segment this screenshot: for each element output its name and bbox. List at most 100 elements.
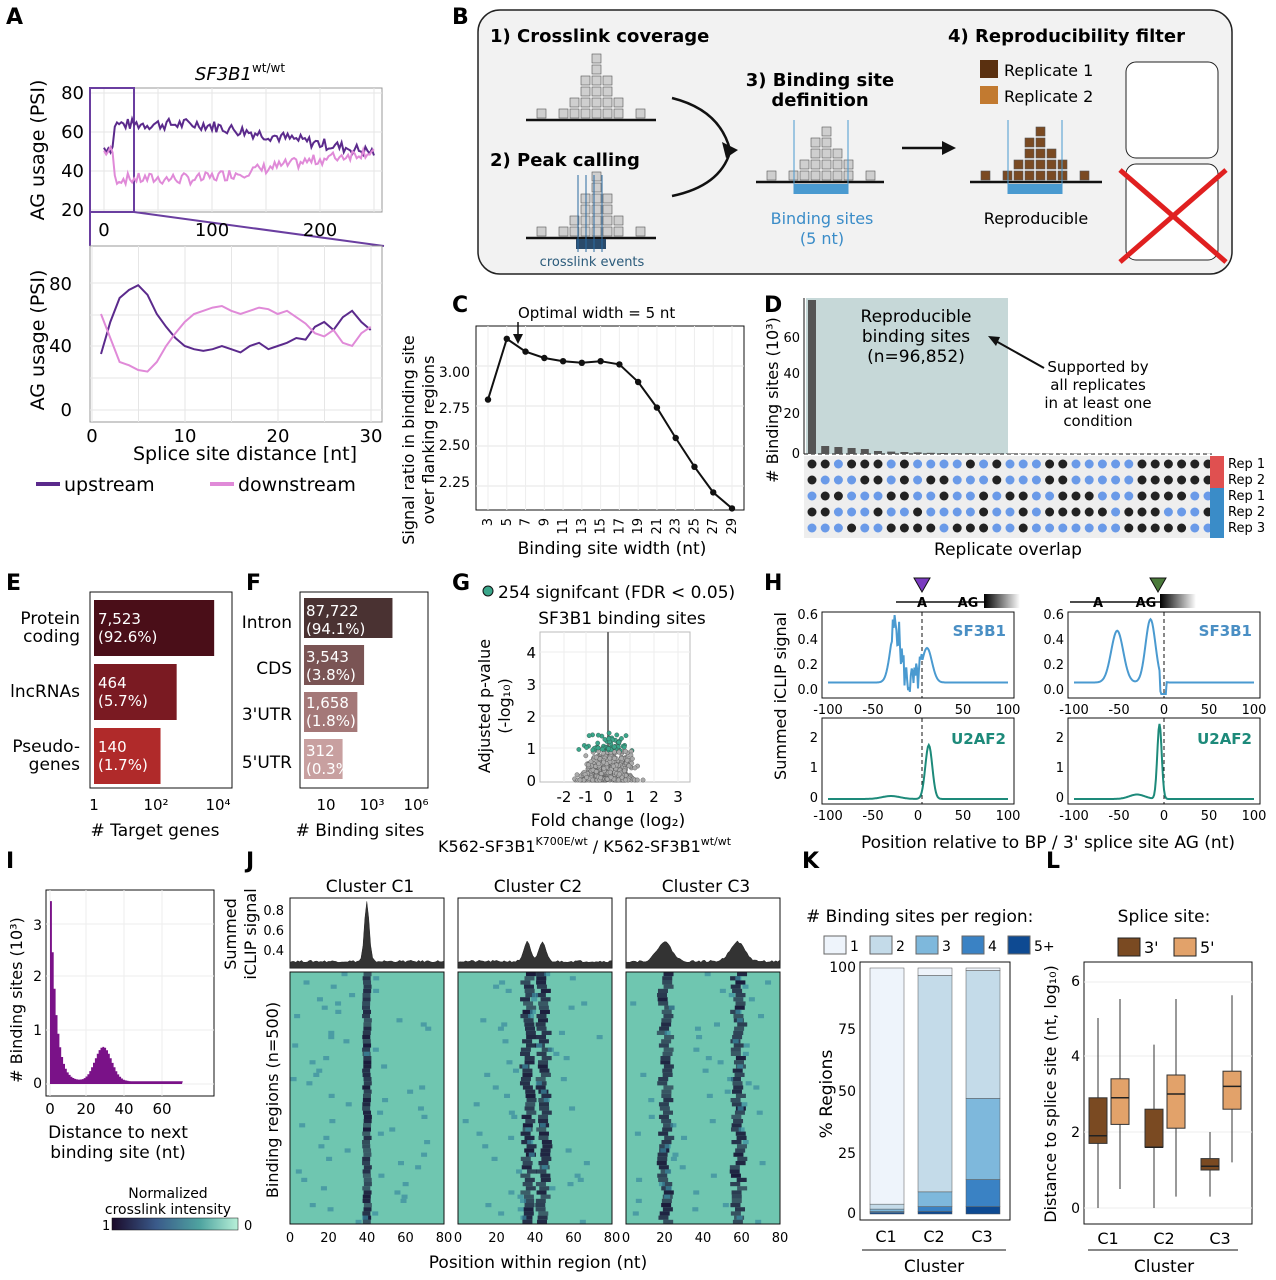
- j-heat-noise: [498, 1211, 505, 1216]
- b-square: [821, 159, 832, 170]
- i-ytick-0: 0: [33, 1076, 42, 1092]
- b-reproducible-example: [1125, 61, 1219, 159]
- g-point: [574, 772, 580, 778]
- l-xtick-c1: C1: [1097, 1229, 1118, 1248]
- g-point: [640, 777, 646, 783]
- j-heat-band: [362, 1072, 371, 1077]
- b-square: [569, 108, 580, 119]
- h-xtick-bot: -100: [813, 809, 843, 824]
- g-point: [583, 753, 589, 759]
- j-heat-band: [657, 1081, 668, 1086]
- j-heat-band: [538, 1060, 549, 1065]
- d-dot: [992, 459, 1002, 469]
- k-xtick-c2: C2: [923, 1227, 944, 1246]
- c-point: [503, 335, 510, 342]
- d-dot: [833, 523, 843, 533]
- j-heat-noise: [681, 1135, 688, 1140]
- j-heat-noise: [648, 1114, 655, 1119]
- d-dot: [833, 475, 843, 485]
- j-heat-band: [526, 1098, 537, 1103]
- j-heat-band: [362, 976, 371, 981]
- j-heat-noise: [693, 1190, 700, 1195]
- j-heat-band: [535, 1022, 546, 1027]
- j-heat-band: [735, 993, 746, 998]
- j-profile: [289, 901, 445, 969]
- j-heat-band: [731, 1089, 742, 1094]
- j-heat-band: [362, 1198, 371, 1203]
- f-count-3: 312: [306, 742, 335, 760]
- k-bar-seg: [917, 1211, 953, 1215]
- j-heat-band: [538, 1005, 549, 1010]
- j-heat-band: [525, 1102, 536, 1107]
- c-xtick: 29: [725, 518, 740, 535]
- j-heat-band: [662, 976, 673, 981]
- j-heat-noise: [765, 980, 772, 985]
- b-rep1-label: Replicate 1: [1004, 61, 1093, 80]
- j-heat-band: [540, 1177, 551, 1182]
- d-dot: [1150, 459, 1160, 469]
- panel-a-bottom-downstream-line: [100, 304, 372, 373]
- j-heat-band: [657, 1156, 668, 1161]
- j-heat-band: [657, 988, 668, 993]
- j-heat-noise: [316, 1068, 323, 1073]
- b-square: [821, 126, 832, 137]
- j-heat-noise: [753, 1085, 760, 1090]
- j-heat-noise: [745, 1081, 752, 1086]
- d-dot: [1124, 475, 1134, 485]
- j-heat-band: [362, 1211, 371, 1216]
- j-heat-noise: [569, 1106, 576, 1111]
- c-ytick-275: 2.75: [439, 401, 470, 417]
- j-ytick-06: 0.6: [263, 924, 284, 939]
- b-binding-sites: Binding sites: [771, 209, 874, 228]
- j-heat-noise: [563, 1056, 570, 1061]
- e-count-1: 464: [98, 674, 127, 692]
- h-ytick-bot: 0: [810, 791, 818, 806]
- d-note-4: condition: [1063, 412, 1132, 430]
- g-point: [619, 736, 624, 741]
- j-heat-noise: [506, 1060, 513, 1065]
- j-heat-band: [535, 1207, 546, 1212]
- d-condition-2-bar: [1210, 488, 1224, 538]
- j-heat-band: [737, 972, 748, 977]
- d-dot: [939, 475, 949, 485]
- b-crosslink-bar: [576, 239, 606, 249]
- d-dot: [1137, 459, 1147, 469]
- k-legend-label: 2: [896, 939, 905, 955]
- j-heat-band: [363, 980, 372, 985]
- g-point: [586, 733, 592, 738]
- b-square-rep: [1035, 148, 1046, 159]
- d-dot: [1018, 523, 1028, 533]
- d-dot: [1045, 507, 1055, 517]
- j-heat-band: [522, 1123, 533, 1128]
- panel-a-title: SF3B1wt/wt: [195, 61, 285, 85]
- c-xtick: 19: [631, 518, 646, 535]
- d-dot: [833, 507, 843, 517]
- b-square: [613, 226, 624, 237]
- l-legend-5: 5': [1200, 938, 1215, 957]
- j-heat-band: [735, 1161, 746, 1166]
- j-heat-noise: [497, 1026, 504, 1031]
- j-heat-noise: [421, 1114, 428, 1119]
- l-xlabel: Cluster: [1134, 1257, 1194, 1277]
- g-point: [608, 774, 614, 780]
- j-heat-band: [663, 1098, 674, 1103]
- d-row-rep3: Rep 3: [1228, 521, 1265, 536]
- i-ytick-3: 3: [33, 918, 42, 934]
- d-dot: [1190, 507, 1200, 517]
- l-box: [1088, 1097, 1108, 1144]
- j-heat-noise: [705, 1056, 712, 1061]
- l-ylabel: Distance to splice site (nt, log₁₀): [1041, 965, 1060, 1223]
- j-heat-band: [362, 1098, 371, 1103]
- l-legend-3: 3': [1144, 938, 1159, 957]
- d-dot: [873, 475, 883, 485]
- j-heat-band: [521, 1114, 532, 1119]
- a-top-ytick-80: 80: [61, 83, 84, 104]
- d-dot: [1124, 491, 1134, 501]
- j-heat-noise: [480, 1018, 487, 1023]
- d-dot: [1005, 459, 1015, 469]
- b-square: [602, 108, 613, 119]
- d-dot: [1137, 507, 1147, 517]
- b-square: [602, 193, 613, 204]
- j-heat-band: [737, 1022, 748, 1027]
- g-point: [619, 755, 624, 761]
